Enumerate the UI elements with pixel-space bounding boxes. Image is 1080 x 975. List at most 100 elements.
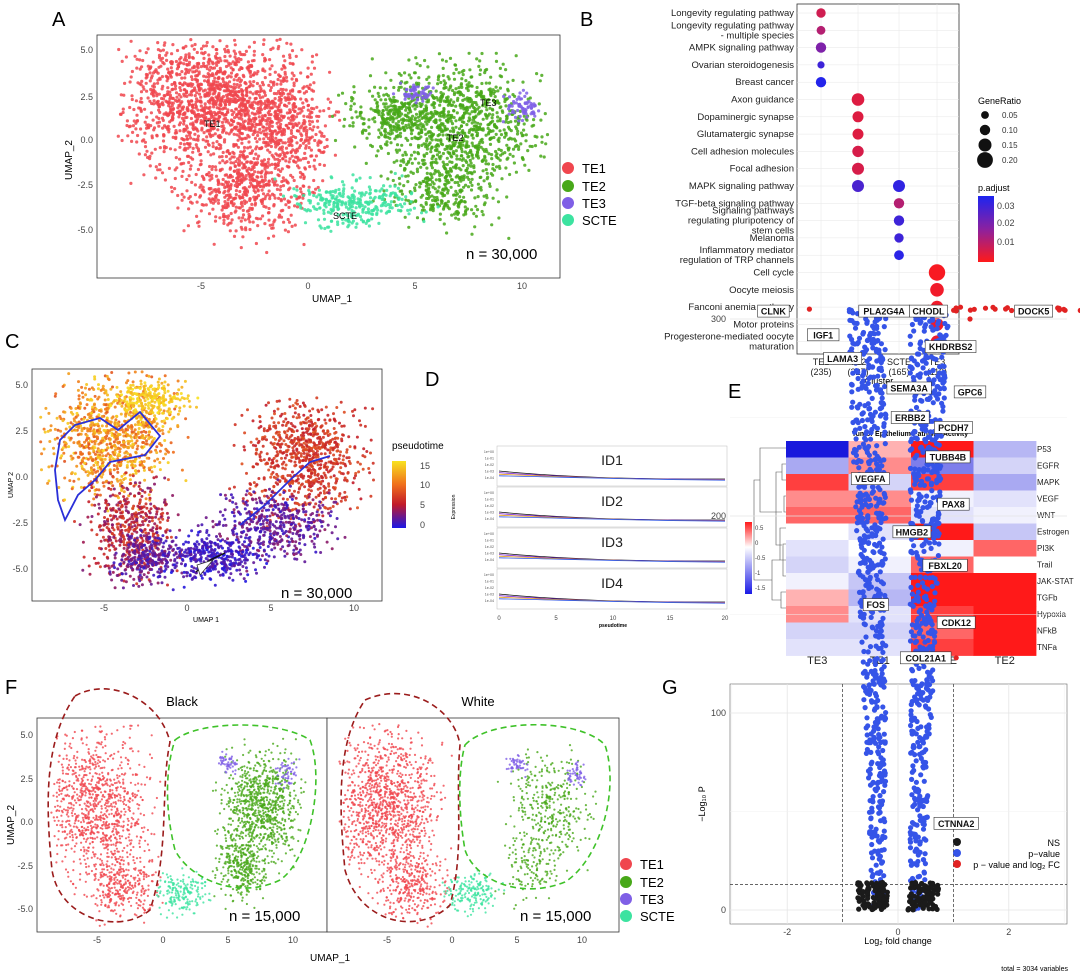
umap-point	[419, 165, 423, 169]
umap-point	[468, 118, 472, 122]
umap-point	[216, 198, 220, 202]
umap-point	[463, 111, 467, 115]
umap-point	[298, 187, 303, 191]
umap-point	[238, 153, 242, 157]
umap-point	[218, 70, 222, 74]
umap-point	[278, 213, 282, 217]
umap-point	[141, 58, 145, 63]
umap-point	[378, 86, 382, 90]
umap-point	[258, 121, 262, 125]
umap-point	[264, 119, 268, 123]
umap-point	[187, 56, 191, 60]
b-dot	[852, 111, 864, 123]
umap-point	[222, 191, 226, 195]
c-point	[89, 466, 93, 470]
umap-point	[501, 62, 505, 66]
umap-point	[429, 206, 433, 210]
umap-point	[218, 66, 222, 70]
umap-point	[488, 184, 492, 188]
umap-point	[130, 69, 134, 74]
umap-point	[330, 196, 334, 200]
umap-point	[481, 169, 485, 173]
umap-point	[290, 144, 294, 148]
umap-point	[251, 165, 255, 169]
c-point	[73, 472, 77, 476]
umap-point	[199, 159, 203, 163]
c-point	[167, 430, 171, 434]
umap-point	[272, 183, 277, 187]
umap-point	[210, 97, 214, 102]
umap-point	[446, 188, 450, 193]
umap-point	[501, 110, 505, 114]
umap-point	[452, 71, 456, 75]
umap-point	[302, 118, 306, 123]
umap-point	[227, 188, 231, 192]
umap-point	[163, 41, 167, 45]
umap-point	[241, 213, 246, 217]
c-point	[96, 469, 100, 473]
umap-point	[267, 113, 271, 117]
umap-point	[182, 229, 186, 233]
umap-point	[253, 130, 257, 134]
umap-point	[420, 211, 424, 215]
umap-point	[190, 93, 194, 97]
umap-point	[424, 132, 428, 136]
umap-point	[244, 49, 248, 54]
umap-point	[223, 116, 228, 120]
umap-point	[200, 128, 204, 132]
umap-point	[502, 128, 506, 132]
umap-point	[494, 51, 498, 55]
umap-point	[503, 131, 508, 135]
umap-point	[232, 144, 236, 148]
umap-point	[180, 192, 184, 196]
umap-point	[409, 170, 413, 174]
umap-point	[231, 67, 235, 72]
b-dot	[893, 180, 905, 192]
umap-point	[179, 141, 183, 146]
umap-point	[253, 71, 257, 75]
umap-point	[306, 104, 310, 108]
umap-point	[211, 92, 215, 96]
c-point	[93, 377, 97, 381]
umap-point	[452, 128, 456, 132]
b-padjust-bar	[978, 196, 994, 262]
umap-point	[228, 157, 232, 161]
umap-point	[200, 51, 204, 55]
umap-point	[399, 85, 403, 89]
c-point	[84, 444, 88, 448]
umap-point	[315, 105, 319, 109]
umap-point	[344, 205, 348, 209]
umap-point	[340, 91, 345, 95]
umap-point	[239, 202, 243, 206]
umap-point	[305, 128, 309, 132]
b-dot	[893, 198, 905, 209]
b-dot	[852, 145, 864, 158]
umap-point	[216, 80, 220, 84]
umap-point	[237, 168, 241, 172]
umap-point	[350, 95, 354, 100]
b-cluster-count: (235)	[810, 367, 831, 377]
c-point	[184, 417, 188, 421]
umap-point	[124, 55, 128, 59]
umap-point	[206, 99, 210, 104]
umap-point	[436, 82, 440, 86]
umap-point	[487, 130, 491, 134]
umap-point	[175, 95, 179, 99]
umap-point	[497, 139, 501, 144]
umap-point	[248, 220, 252, 224]
umap-point	[197, 70, 201, 74]
umap-point	[229, 184, 233, 188]
umap-point	[256, 133, 260, 138]
umap-point	[431, 198, 435, 202]
umap-point	[199, 104, 203, 108]
umap-point	[218, 103, 222, 107]
umap-point	[253, 170, 257, 174]
c-point	[100, 415, 104, 418]
umap-point	[283, 66, 287, 70]
umap-point	[273, 196, 277, 200]
umap-point	[446, 119, 450, 123]
b-size-label: 0.20	[1002, 156, 1018, 165]
umap-point	[381, 117, 386, 121]
umap-point	[285, 111, 289, 115]
umap-point	[239, 66, 243, 70]
